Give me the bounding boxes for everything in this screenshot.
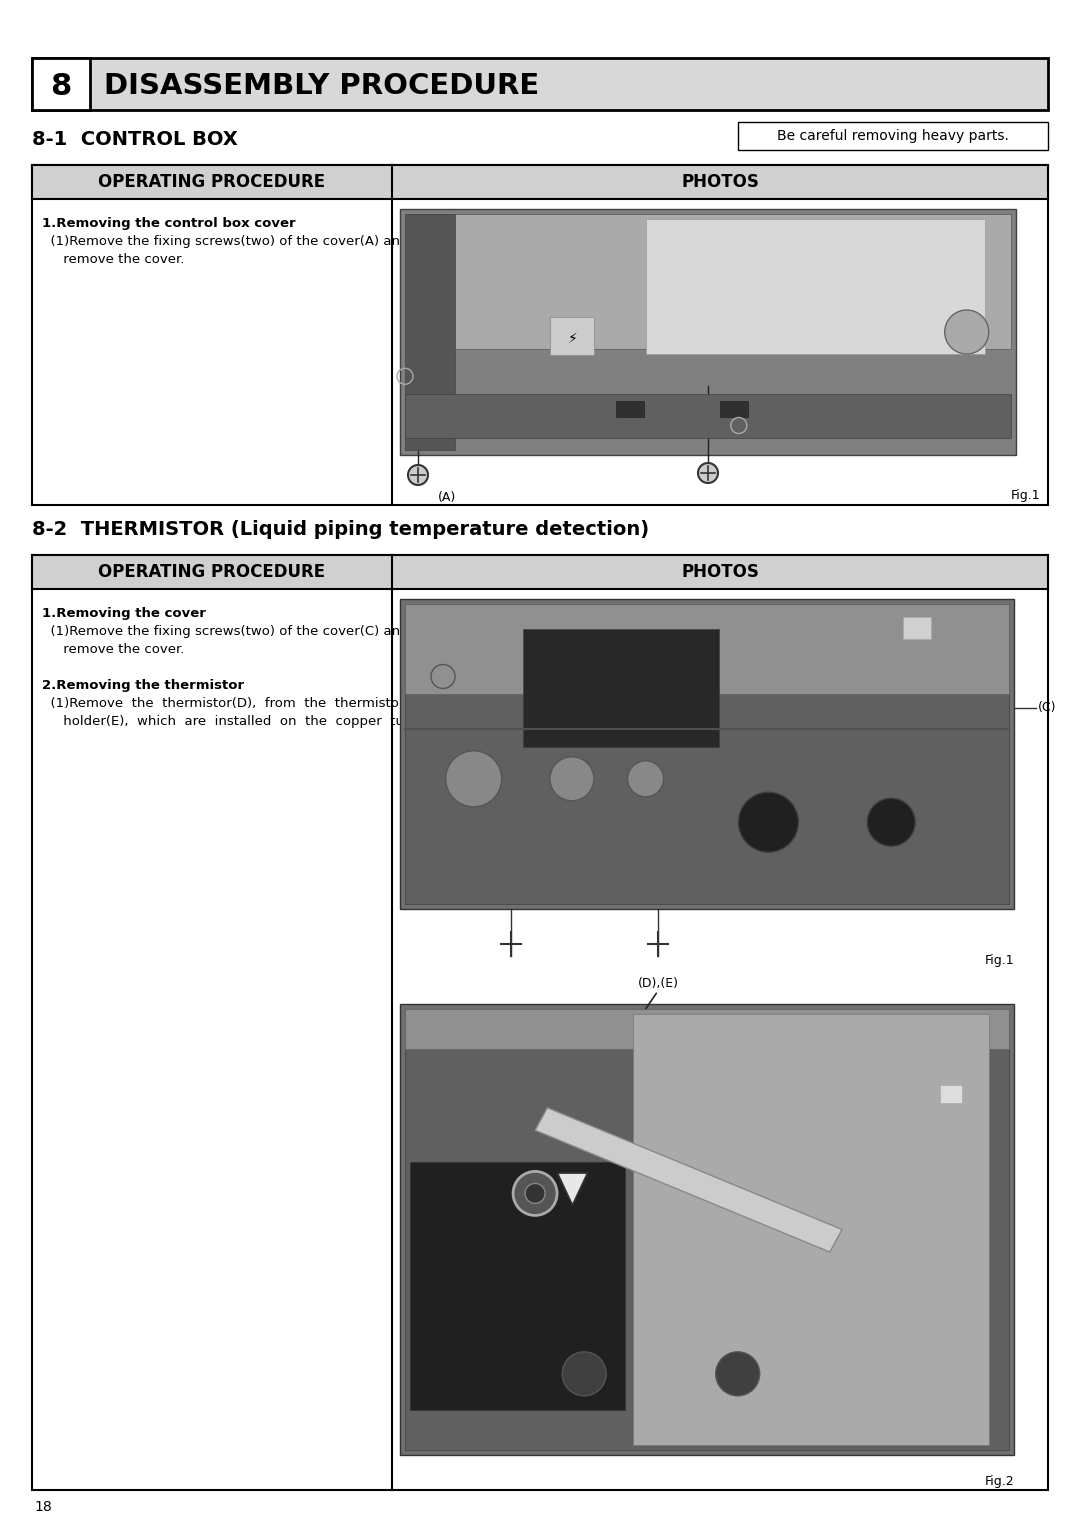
Text: Fig.1: Fig.1	[1011, 488, 1040, 502]
Text: 8-1  CONTROL BOX: 8-1 CONTROL BOX	[32, 130, 238, 150]
Bar	[32, 555, 1048, 589]
Text: Fig.2: Fig.2	[984, 1476, 1014, 1488]
Bar	[616, 401, 644, 417]
Text: ⚡: ⚡	[568, 333, 578, 346]
Polygon shape	[535, 1108, 842, 1251]
Text: PHOTOS: PHOTOS	[681, 172, 759, 191]
Circle shape	[550, 757, 594, 801]
Bar	[647, 220, 985, 354]
Text: remove the cover.: remove the cover.	[42, 253, 185, 266]
Text: PHOTOS: PHOTOS	[681, 563, 759, 581]
Text: (1)Remove the fixing screws(two) of the cover(C) and: (1)Remove the fixing screws(two) of the …	[42, 626, 408, 638]
Circle shape	[945, 310, 988, 354]
Bar	[405, 214, 1011, 349]
Bar	[405, 1009, 1009, 1450]
Text: 2.Removing the thermistor: 2.Removing the thermistor	[42, 679, 244, 691]
Text: OPERATING PROCEDURE: OPERATING PROCEDURE	[98, 563, 325, 581]
Bar	[738, 122, 1048, 150]
Bar	[32, 555, 1048, 1489]
Bar	[904, 617, 931, 639]
Bar	[405, 1009, 1009, 1048]
Bar	[551, 317, 594, 356]
Bar	[720, 401, 748, 417]
Text: Be careful removing heavy parts.: Be careful removing heavy parts.	[778, 130, 1009, 143]
Bar	[633, 1013, 989, 1445]
Circle shape	[525, 1184, 545, 1204]
Text: holder(E),  which  are  installed  on  the  copper  tube.: holder(E), which are installed on the co…	[42, 716, 424, 728]
Bar	[32, 165, 1048, 505]
Text: OPERATING PROCEDURE: OPERATING PROCEDURE	[98, 172, 325, 191]
Text: (1)Remove the fixing screws(two) of the cover(A) and: (1)Remove the fixing screws(two) of the …	[42, 235, 408, 249]
Text: (A): (A)	[438, 490, 456, 504]
Circle shape	[513, 1172, 557, 1215]
Bar	[941, 1085, 962, 1103]
Text: (D),(E): (D),(E)	[637, 977, 678, 990]
Bar	[405, 214, 455, 450]
Bar	[32, 58, 1048, 110]
Text: 1.Removing the control box cover: 1.Removing the control box cover	[42, 217, 296, 230]
Text: 8-2  THERMISTOR (Liquid piping temperature detection): 8-2 THERMISTOR (Liquid piping temperatur…	[32, 520, 649, 539]
Bar	[400, 600, 1014, 909]
Bar	[405, 394, 1011, 438]
Circle shape	[627, 761, 663, 797]
Text: 8: 8	[51, 72, 71, 101]
Bar	[523, 629, 719, 746]
Bar	[410, 1161, 625, 1410]
Circle shape	[867, 798, 915, 847]
Text: remove the cover.: remove the cover.	[42, 642, 185, 656]
Circle shape	[446, 751, 502, 807]
Circle shape	[563, 1352, 606, 1396]
Bar	[32, 165, 1048, 198]
Text: 18: 18	[33, 1500, 52, 1514]
Text: 1.Removing the cover: 1.Removing the cover	[42, 607, 206, 620]
Text: (C): (C)	[1038, 700, 1056, 714]
Circle shape	[408, 465, 428, 485]
Polygon shape	[557, 1173, 588, 1206]
Text: (1)Remove  the  thermistor(D),  from  the  thermistor: (1)Remove the thermistor(D), from the th…	[42, 697, 404, 710]
Bar	[405, 604, 1009, 903]
Circle shape	[716, 1352, 759, 1396]
Circle shape	[431, 664, 455, 688]
Circle shape	[698, 462, 718, 484]
Text: Fig.1: Fig.1	[984, 954, 1014, 967]
Circle shape	[739, 792, 798, 852]
Bar	[400, 209, 1016, 455]
Text: DISASSEMBLY PROCEDURE: DISASSEMBLY PROCEDURE	[104, 72, 539, 101]
Bar	[32, 58, 90, 110]
Bar	[405, 604, 1009, 694]
Bar	[400, 1004, 1014, 1454]
